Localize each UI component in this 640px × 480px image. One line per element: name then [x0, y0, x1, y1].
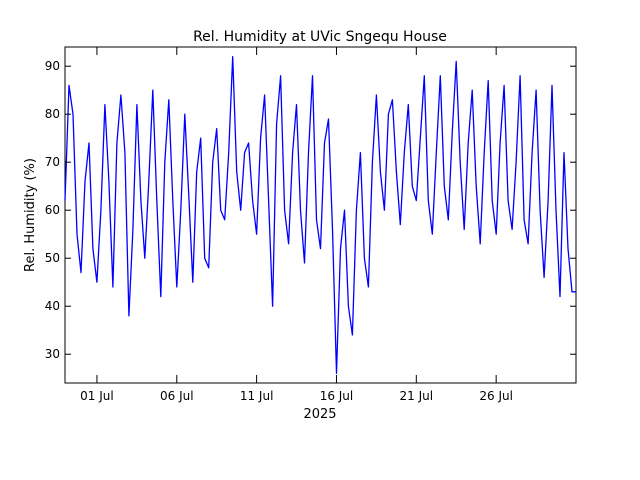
x-tick-label: 11 Jul [240, 389, 274, 403]
y-tick-label: 90 [45, 59, 60, 73]
x-axis-label: 2025 [303, 407, 336, 422]
humidity-series-line [64, 55, 576, 375]
y-tick-label: 60 [45, 203, 60, 217]
y-tick-label: 50 [45, 251, 60, 265]
x-tick-label: 26 Jul [479, 389, 513, 403]
plot-area [64, 46, 577, 384]
y-axis: 30 40 50 60 70 80 90 [45, 59, 576, 361]
x-axis: 01 Jul 06 Jul 11 Jul 16 Jul 21 Jul 26 Jul [80, 47, 513, 403]
y-axis-label: Rel. Humidity (%) [23, 158, 38, 272]
x-tick-label: 01 Jul [80, 389, 114, 403]
plot-frame [64, 46, 577, 384]
y-tick-label: 30 [45, 347, 60, 361]
y-tick-label: 40 [45, 299, 60, 313]
y-tick-label: 70 [45, 155, 60, 169]
y-tick-label: 80 [45, 107, 60, 121]
x-tick-label: 06 Jul [160, 389, 194, 403]
x-tick-label: 16 Jul [320, 389, 354, 403]
chart-title: Rel. Humidity at UVic Sngequ House [193, 29, 447, 45]
x-tick-label: 21 Jul [400, 389, 434, 403]
